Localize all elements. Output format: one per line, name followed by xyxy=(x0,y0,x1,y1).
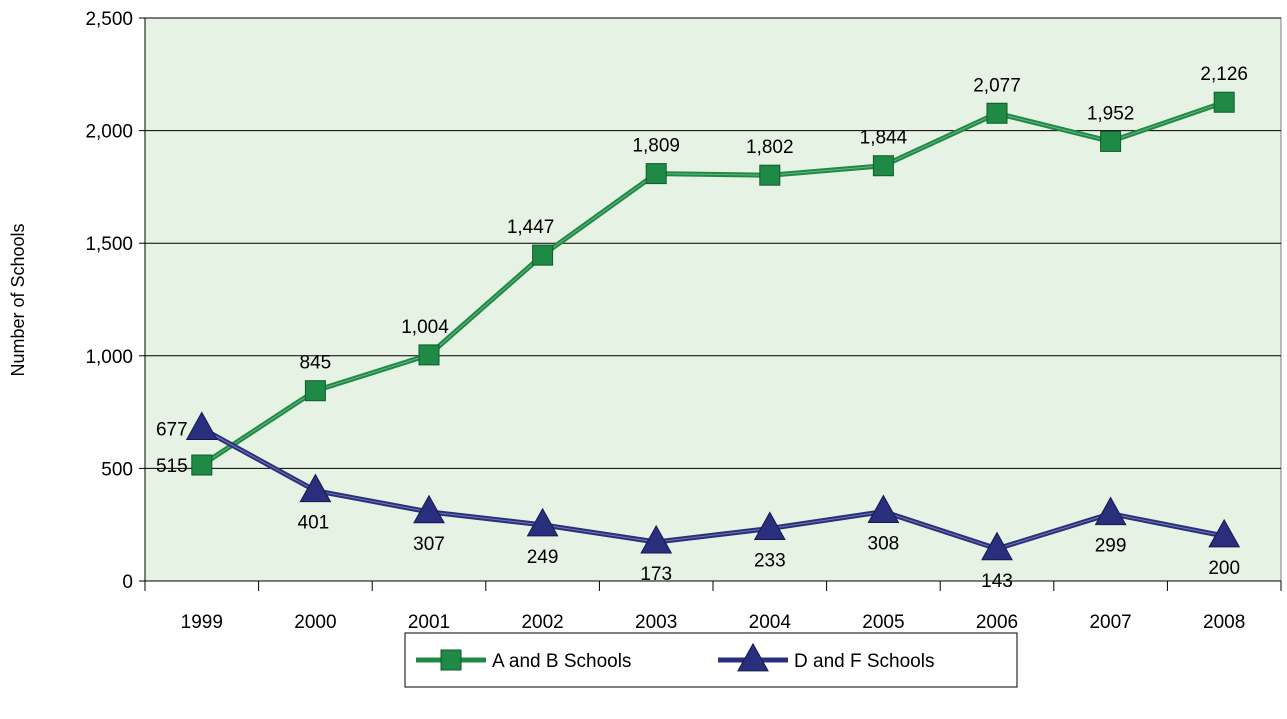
data-point-triangle xyxy=(640,524,673,554)
y-tick-label: 1,500 xyxy=(85,234,133,255)
data-point-square xyxy=(986,102,1008,124)
series-layer xyxy=(185,91,1241,561)
data-label: 308 xyxy=(868,534,900,555)
data-point-triangle xyxy=(299,473,332,503)
series-line xyxy=(200,99,1226,468)
legend-marker-triangle xyxy=(737,642,769,672)
data-point-triangle xyxy=(753,511,786,540)
x-tick-label: 2001 xyxy=(408,612,450,633)
data-point-square xyxy=(1100,130,1122,152)
data-label: 2,126 xyxy=(1200,64,1248,85)
data-label: 173 xyxy=(640,564,672,585)
legend-marker-square xyxy=(440,649,462,671)
data-label: 143 xyxy=(981,571,1013,592)
data-label: 1,802 xyxy=(746,137,794,158)
plot-area xyxy=(144,17,1282,582)
data-point-square xyxy=(532,244,554,266)
x-tick-label: 2007 xyxy=(1089,612,1131,633)
data-point-triangle xyxy=(185,411,218,440)
data-point-triangle xyxy=(413,494,445,524)
data-point-triangle xyxy=(981,531,1013,561)
y-tick-label: 0 xyxy=(122,572,133,593)
data-point-triangle xyxy=(526,507,559,537)
data-label: 677 xyxy=(156,420,188,441)
data-label: 299 xyxy=(1095,536,1127,557)
data-label: 1,004 xyxy=(401,317,449,338)
x-tick-label: 2004 xyxy=(749,612,792,633)
x-tick-label: 2002 xyxy=(521,612,563,633)
series-d-and-f xyxy=(185,411,1241,561)
x-tick-label: 2000 xyxy=(294,612,336,633)
legend-label: D and F Schools xyxy=(794,651,934,672)
y-tick-label: 500 xyxy=(101,459,133,480)
series-line-highlight xyxy=(201,428,1225,550)
legend: A and B Schools D and F Schools xyxy=(404,632,1018,688)
series-line-highlight xyxy=(201,101,1225,466)
data-label: 233 xyxy=(754,551,786,572)
legend-item: D and F Schools xyxy=(718,642,934,672)
legend-box xyxy=(404,632,1018,688)
y-tick-label: 2,000 xyxy=(85,122,133,143)
data-point-square xyxy=(1213,91,1235,113)
data-label: 307 xyxy=(413,534,445,555)
series-line xyxy=(200,426,1225,552)
legend-label: A and B Schools xyxy=(492,651,631,672)
x-tick-label: 2006 xyxy=(976,612,1018,633)
data-label: 1,447 xyxy=(507,217,555,238)
data-point-square xyxy=(304,380,326,402)
x-tick-label: 2005 xyxy=(862,612,904,633)
data-label: 249 xyxy=(527,547,559,568)
data-point-triangle xyxy=(867,494,900,524)
data-labels: 515 845 1,004 1,447 1,809 1,802 1,844 2,077 1,95… xyxy=(156,64,1248,592)
data-label: 2,077 xyxy=(973,75,1021,96)
y-tick-label: 2,500 xyxy=(85,9,133,30)
x-tick-label: 1999 xyxy=(181,612,223,633)
data-label: 845 xyxy=(300,353,332,374)
y-tick-label: 1,000 xyxy=(85,347,133,368)
plot-background xyxy=(144,17,1282,582)
data-point-square xyxy=(759,164,781,186)
data-label: 515 xyxy=(156,456,188,477)
x-tick-label: 2003 xyxy=(635,612,677,633)
x-tick-label: 2008 xyxy=(1203,612,1245,633)
data-label: 200 xyxy=(1208,558,1240,579)
data-point-square xyxy=(191,454,213,476)
data-point-triangle xyxy=(1208,518,1241,548)
data-label: 401 xyxy=(298,513,330,534)
data-point-square xyxy=(645,163,667,185)
data-point-triangle xyxy=(1094,496,1127,526)
series-a-and-b xyxy=(191,91,1235,476)
data-label: 1,809 xyxy=(632,136,680,157)
data-label: 1,844 xyxy=(860,128,908,149)
legend-item: A and B Schools xyxy=(416,649,631,672)
data-point-square xyxy=(418,344,440,366)
data-label: 1,952 xyxy=(1087,103,1135,124)
data-point-square xyxy=(872,155,894,177)
y-axis-title: Number of Schools xyxy=(8,223,28,376)
